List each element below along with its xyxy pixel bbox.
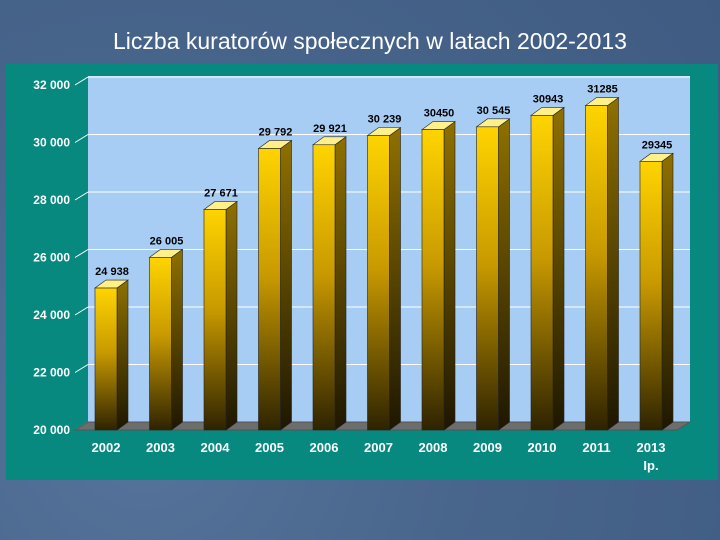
bars: [94, 96, 674, 431]
x-tick-label: 2006: [310, 440, 339, 455]
gridline-diagonal: [74, 306, 89, 316]
x-tick-label: 2004: [201, 440, 231, 455]
bar-front: [312, 144, 336, 431]
bar-2013: [639, 152, 674, 431]
y-tick-label: 22 000: [33, 366, 70, 380]
data-label: 31285: [587, 84, 618, 96]
bar-front: [530, 115, 554, 431]
bar-front: [639, 161, 663, 431]
bar-side: [280, 139, 292, 431]
bar-front: [585, 105, 608, 431]
data-label: 30 545: [477, 105, 511, 117]
x-axis-tick-labels: 2002 2003 2004 2005 2006 2007 2008 2009 2010 2011…: [92, 440, 666, 473]
bar-front: [258, 148, 281, 431]
bar-side: [552, 106, 565, 431]
x-tick-label: 2011: [582, 440, 610, 455]
bar-side: [443, 120, 456, 431]
x-tick-label: 2002: [92, 440, 121, 455]
data-label: 29 921: [313, 123, 347, 135]
bar-2011: [584, 96, 620, 431]
data-labels: 24 938 26 005 27 671 29 792 29 921 30 239 3045…: [95, 84, 672, 278]
y-tick-label: 28 000: [33, 193, 70, 207]
bar-front: [203, 209, 227, 431]
data-label: 27 671: [204, 187, 238, 199]
data-label: 24 938: [95, 266, 129, 278]
y-tick-label: 26 000: [33, 251, 70, 265]
data-label: 30450: [424, 108, 455, 120]
bar-side: [116, 279, 129, 431]
bar-2010: [530, 106, 565, 431]
y-tick-label: 30 000: [33, 136, 70, 150]
bar-side: [334, 136, 347, 431]
data-label: 29 792: [259, 126, 293, 138]
gridline-diagonal: [74, 191, 89, 201]
gridline-diagonal: [74, 76, 89, 86]
x-tick-label: 2009: [473, 440, 502, 455]
bar-side: [225, 200, 238, 431]
bar-2004: [203, 200, 238, 431]
data-label: 30 239: [368, 114, 402, 126]
bar-2006: [312, 136, 347, 431]
gridline-diagonal: [74, 134, 89, 143]
bar-2002: [94, 279, 129, 431]
y-tick-label: 24 000: [33, 308, 70, 322]
bar-side: [389, 127, 401, 431]
bar-2003: [148, 248, 184, 431]
bar-2008: [421, 120, 456, 431]
bar-front: [476, 126, 499, 431]
data-label: 30943: [533, 93, 564, 105]
gridline-diagonal: [74, 249, 89, 258]
data-label: 29345: [642, 139, 673, 151]
bar-front: [94, 287, 118, 431]
bar-2009: [475, 118, 511, 431]
bar-front: [421, 129, 445, 431]
bar-2007: [366, 127, 402, 431]
x-tick-label: 2007: [364, 440, 393, 455]
x-tick-label: 2003: [146, 440, 175, 455]
slide-title: Liczba kuratorów społecznych w latach 20…: [113, 28, 627, 54]
y-tick-label: 20 000: [33, 423, 70, 437]
bar-side: [171, 248, 183, 431]
bar-side: [661, 152, 674, 431]
bar-side: [498, 118, 510, 431]
bar-front: [367, 135, 390, 431]
x-tick-label: 2005: [255, 440, 284, 455]
bar-2005: [257, 139, 293, 431]
x-tick-label: 2013: [637, 440, 666, 455]
data-label: 26 005: [150, 235, 184, 247]
bar-front: [149, 257, 172, 431]
x-tick-label: 2008: [419, 440, 448, 455]
y-tick-label: 32 000: [33, 78, 70, 92]
bar-side: [607, 96, 619, 431]
y-axis-tick-labels: 20 000 22 000 24 000 26 000 28 000 30 000 32 0…: [33, 78, 70, 437]
gridline-diagonal: [74, 364, 89, 373]
x-tick-sublabel: Ip.: [643, 458, 658, 473]
x-tick-label: 2010: [528, 440, 557, 455]
